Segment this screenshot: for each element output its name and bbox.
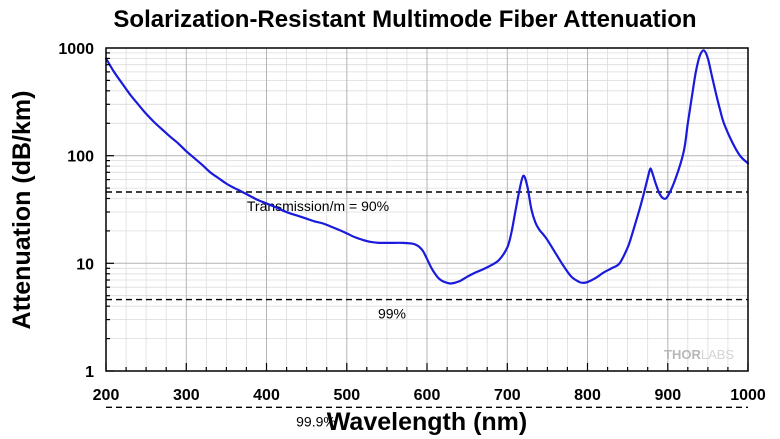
watermark-logo: THORLABS: [664, 347, 734, 362]
y-tick-label: 100: [67, 149, 94, 166]
x-tick-labels: 200 300 400 500 600 700 800 900 1000: [93, 387, 766, 404]
x-tick-label: 200: [93, 387, 120, 404]
x-tick-label: 500: [333, 387, 360, 404]
watermark-part1: THOR: [664, 347, 701, 362]
watermark-part2: LABS: [701, 347, 735, 362]
x-tick-label: 900: [654, 387, 681, 404]
y-tick-label: 10: [76, 256, 94, 273]
x-tick-label: 600: [414, 387, 441, 404]
y-tick-label: 1: [85, 364, 94, 381]
plot-area: Transmission/m = 90% 99% 99.9% THORLABS: [104, 47, 750, 429]
y-tick-labels: 1 10 100 1000: [58, 41, 94, 381]
y-axis-label: Attenuation (dB/km): [8, 91, 36, 330]
reference-line-label: Transmission/m = 90%: [247, 198, 389, 214]
chart-title: Solarization-Resistant Multimode Fiber A…: [113, 6, 696, 33]
svg-text:THORLABS: THORLABS: [664, 347, 734, 362]
x-tick-label: 700: [494, 387, 521, 404]
reference-line-label: 99%: [378, 306, 406, 322]
x-axis-label: Wavelength (nm): [327, 408, 527, 436]
x-tick-label: 300: [173, 387, 200, 404]
axis-ticks: [105, 52, 749, 372]
reference-line-label: 99.9%: [296, 413, 336, 429]
major-grid: [105, 48, 749, 372]
attenuation-curve: [104, 49, 750, 285]
x-tick-label: 1000: [730, 387, 766, 404]
x-tick-label: 800: [574, 387, 601, 404]
y-tick-label: 1000: [58, 41, 94, 58]
x-tick-label: 400: [253, 387, 280, 404]
